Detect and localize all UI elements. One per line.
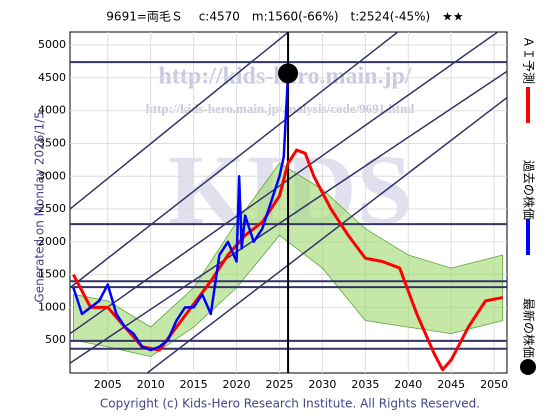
y-tick-label: 2500 bbox=[38, 202, 66, 215]
x-tick-label: 2025 bbox=[265, 378, 293, 391]
y-tick-label: 2000 bbox=[38, 235, 66, 248]
legend-label: 過去の株価 bbox=[522, 160, 537, 220]
x-tick-label: 2035 bbox=[351, 378, 379, 391]
x-tick-label: 2040 bbox=[394, 378, 422, 391]
latest-price-marker bbox=[278, 63, 299, 84]
y-tick-label: 3000 bbox=[38, 169, 66, 182]
footer: Copyright (c) Kids-Hero Research Institu… bbox=[100, 397, 480, 411]
y-tick-label: 4500 bbox=[38, 71, 66, 84]
x-tick-label: 2010 bbox=[137, 378, 165, 391]
legend-label: ＡＩ予測 bbox=[522, 36, 536, 84]
y-tick-label: 500 bbox=[45, 333, 66, 346]
x-tick-label: 2050 bbox=[480, 378, 508, 391]
x-tick-label: 2015 bbox=[180, 378, 208, 391]
watermark: http://kids-hero.main.jp/analysis/code/9… bbox=[146, 101, 415, 116]
y-tick-label: 4000 bbox=[38, 104, 66, 117]
x-tick-label: 2030 bbox=[308, 378, 336, 391]
y-tick-label: 1500 bbox=[38, 268, 66, 281]
x-tick-label: 2005 bbox=[94, 378, 122, 391]
y-tick-label: 3500 bbox=[38, 136, 66, 149]
forecast-band bbox=[73, 162, 504, 358]
chart-title: 9691=両毛Ｓ c:4570 m:1560(-66%) t:2524(-45%… bbox=[106, 10, 463, 24]
plot-content: http://kids-hero.main.jp/http://kids-her… bbox=[70, 32, 507, 373]
y-tick-label: 1000 bbox=[38, 300, 66, 313]
y-tick-label: 5000 bbox=[38, 38, 66, 51]
legend-marker bbox=[520, 359, 536, 375]
side-note: Generated on Monday 2026/1/5. bbox=[33, 107, 47, 302]
x-tick-label: 2045 bbox=[437, 378, 465, 391]
price-line bbox=[72, 73, 290, 352]
trend-line bbox=[70, 32, 290, 210]
x-tick-label: 2020 bbox=[223, 378, 251, 391]
legend-label: 最新の株価 bbox=[522, 298, 537, 358]
